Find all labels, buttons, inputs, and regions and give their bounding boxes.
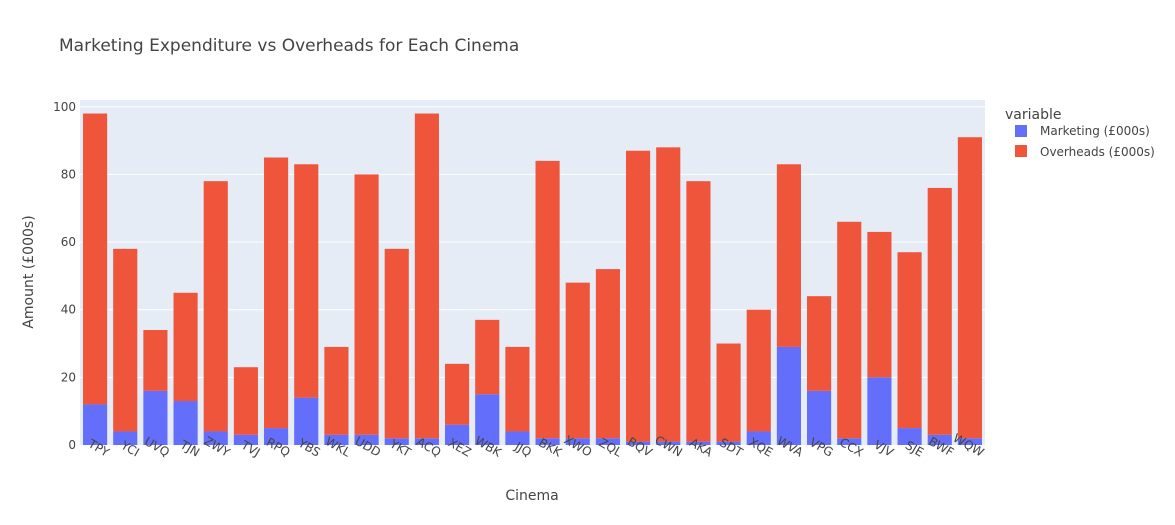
bar-marketing-uvq[interactable]: [143, 390, 168, 445]
bar-marketing-aka[interactable]: [686, 441, 711, 445]
y-axis-title: Amount (£000s): [21, 215, 37, 328]
bar-overheads-tjn[interactable]: [173, 292, 198, 402]
legend-label-marketing: Marketing (£000s): [1040, 124, 1150, 138]
bar-overheads-vpg[interactable]: [807, 296, 832, 391]
bar-overheads-tvj[interactable]: [233, 367, 258, 435]
y-tick-label: 60: [61, 235, 76, 249]
chart-title: Marketing Expenditure vs Overheads for E…: [59, 36, 519, 56]
bar-marketing-yci[interactable]: [113, 431, 138, 445]
bar-overheads-bwf[interactable]: [927, 187, 952, 435]
bar-marketing-rpq[interactable]: [264, 428, 289, 445]
bar-overheads-sdt[interactable]: [716, 343, 741, 442]
legend-title: variable: [1005, 107, 1061, 123]
y-tick-label: 100: [53, 100, 76, 114]
bar-marketing-sdt[interactable]: [716, 441, 741, 445]
legend-item-marketing[interactable]: Marketing (£000s): [1015, 124, 1150, 138]
bar-marketing-wbk[interactable]: [475, 394, 500, 445]
legend: variable Marketing (£000s) Overheads (£0…: [1005, 107, 1155, 159]
plot-background: [80, 100, 985, 445]
bar-overheads-bqv[interactable]: [626, 150, 651, 442]
bar-marketing-udd[interactable]: [354, 434, 379, 445]
bar-overheads-bkk[interactable]: [535, 160, 560, 439]
bar-marketing-tjn[interactable]: [173, 401, 198, 445]
bar-marketing-tvj[interactable]: [233, 434, 258, 445]
bar-overheads-wbk[interactable]: [475, 319, 500, 395]
legend-swatch-overheads: [1015, 145, 1027, 157]
legend-item-overheads[interactable]: Overheads (£000s): [1015, 145, 1155, 159]
y-tick-label: 80: [61, 167, 76, 181]
bar-overheads-yci[interactable]: [113, 248, 138, 432]
bar-overheads-wva[interactable]: [776, 164, 801, 347]
bar-overheads-zwy[interactable]: [203, 181, 228, 432]
bar-overheads-acq[interactable]: [414, 113, 439, 439]
grid-lines: [80, 106, 985, 378]
y-tick-labels: 0 20 40 60 80 100: [53, 100, 76, 452]
bar-overheads-xez[interactable]: [445, 363, 470, 425]
bar-overheads-xqe[interactable]: [746, 309, 771, 432]
bar-marketing-bqv[interactable]: [626, 441, 651, 445]
bar-marketing-wqw[interactable]: [957, 438, 982, 445]
bar-marketing-xwo[interactable]: [565, 438, 590, 445]
bar-overheads-ccx[interactable]: [837, 221, 862, 439]
bar-overheads-udd[interactable]: [354, 174, 379, 435]
bars: [83, 113, 982, 445]
y-tick-label: 0: [68, 438, 76, 452]
y-tick-label: 40: [61, 303, 76, 317]
bar-marketing-sje[interactable]: [897, 428, 922, 445]
bar-marketing-xez[interactable]: [445, 424, 470, 445]
bar-marketing-acq[interactable]: [414, 438, 439, 445]
bar-marketing-vpg[interactable]: [807, 390, 832, 445]
bar-marketing-vjv[interactable]: [867, 377, 892, 445]
bar-marketing-xqe[interactable]: [746, 431, 771, 445]
legend-swatch-marketing: [1015, 125, 1027, 137]
bar-overheads-tpy[interactable]: [83, 113, 108, 405]
bar-marketing-bwf[interactable]: [927, 434, 952, 445]
bar-marketing-jjq[interactable]: [505, 431, 530, 445]
bar-overheads-jjq[interactable]: [505, 346, 530, 432]
bar-marketing-tpy[interactable]: [83, 404, 108, 445]
bar-overheads-aka[interactable]: [686, 181, 711, 442]
bar-marketing-wkl[interactable]: [324, 434, 349, 445]
bar-overheads-cwn[interactable]: [656, 147, 681, 442]
bar-overheads-rpq[interactable]: [264, 157, 289, 429]
bar-marketing-cwn[interactable]: [656, 441, 681, 445]
bar-overheads-vjv[interactable]: [867, 231, 892, 378]
bar-marketing-zwy[interactable]: [203, 431, 228, 445]
bar-marketing-ccx[interactable]: [837, 438, 862, 445]
y-tick-label: 20: [61, 370, 76, 384]
bar-overheads-wkl[interactable]: [324, 346, 349, 435]
bar-marketing-ybs[interactable]: [294, 397, 319, 445]
bar-marketing-bkk[interactable]: [535, 438, 560, 445]
bar-overheads-sje[interactable]: [897, 252, 922, 429]
bar-marketing-ykt[interactable]: [384, 438, 409, 445]
bar-overheads-xwo[interactable]: [565, 282, 590, 439]
bar-overheads-zql[interactable]: [595, 269, 620, 439]
bar-overheads-uvq[interactable]: [143, 330, 168, 391]
bar-overheads-wqw[interactable]: [957, 137, 982, 439]
legend-label-overheads: Overheads (£000s): [1040, 145, 1155, 159]
x-axis-title: Cinema: [505, 488, 558, 504]
bar-marketing-wva[interactable]: [776, 346, 801, 445]
bar-overheads-ybs[interactable]: [294, 164, 319, 398]
bar-overheads-ykt[interactable]: [384, 248, 409, 439]
bar-marketing-zql[interactable]: [595, 438, 620, 445]
